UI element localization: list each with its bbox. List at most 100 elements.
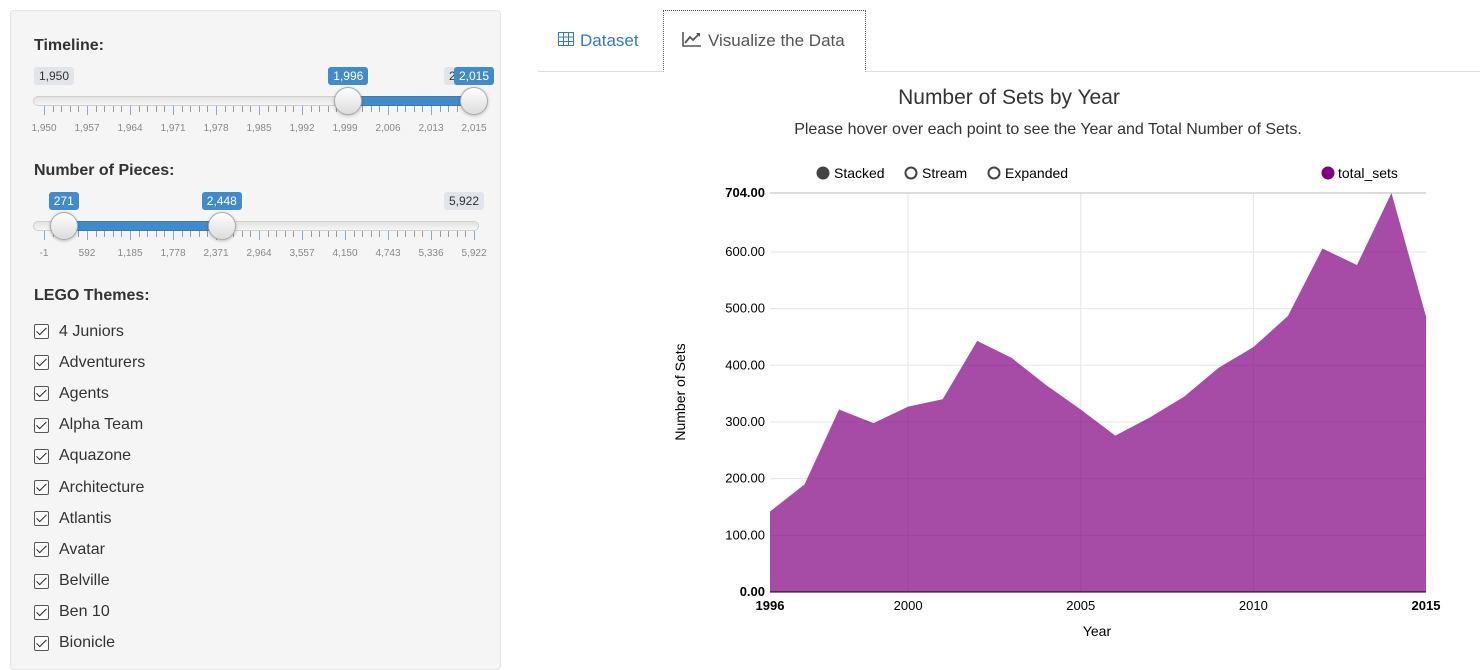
chart-control-stacked: Stacked: [834, 165, 885, 181]
data-point: [1079, 408, 1083, 412]
pieces-tick: [121, 231, 123, 237]
pieces-tick: [198, 231, 200, 237]
data-point: [941, 397, 945, 401]
pieces-tick: [173, 231, 174, 240]
data-point: [803, 482, 807, 486]
checkbox-checked-icon[interactable]: [34, 448, 49, 464]
data-point: [1044, 383, 1048, 387]
tab-bar: Dataset Visualize the Data: [538, 10, 1480, 72]
checkbox-checked-icon[interactable]: [34, 573, 49, 589]
pieces-tick-label: 1,185: [117, 248, 143, 259]
legend-swatch: [1321, 166, 1335, 180]
checkbox-checked-icon[interactable]: [34, 480, 49, 496]
pieces-tick: [233, 231, 235, 237]
timeline-tick: [448, 106, 450, 112]
pieces-tick: [138, 231, 140, 237]
pieces-slider-track[interactable]: [33, 221, 479, 231]
theme-label: Agents: [59, 384, 109, 402]
pieces-slider-range-bar[interactable]: [63, 221, 222, 231]
timeline-min-label: 1,950: [33, 67, 75, 85]
theme-checkbox-item[interactable]: Architecture: [34, 472, 145, 503]
timeline-tick: [284, 106, 286, 112]
timeline-from-handle[interactable]: [334, 87, 363, 115]
pieces-tick: [276, 231, 278, 237]
timeline-tick: [138, 106, 140, 112]
pieces-tick: [413, 231, 415, 237]
pieces-tick: [284, 231, 286, 237]
pieces-tick: [241, 231, 243, 237]
checkbox-checked-icon[interactable]: [34, 604, 49, 620]
control-radio-icon: [904, 166, 918, 180]
control-radio-icon: [987, 166, 1001, 180]
checkbox-checked-icon[interactable]: [34, 542, 49, 558]
timeline-tick-label: 1,964: [117, 123, 143, 134]
themes-label: LEGO Themes:: [34, 287, 150, 304]
timeline-tick: [87, 106, 88, 115]
y-tick-label: 100.00: [725, 527, 765, 542]
theme-label: Ben 10: [59, 603, 110, 621]
timeline-to-handle[interactable]: [460, 87, 488, 115]
timeline-tick: [44, 106, 45, 115]
chart-control-expanded: Expanded: [1005, 165, 1068, 181]
pieces-tick: [379, 231, 381, 237]
checkbox-checked-icon[interactable]: [34, 324, 49, 340]
checkbox-checked-icon[interactable]: [34, 511, 49, 527]
tab-visualize-label: Visualize the Data: [708, 31, 845, 50]
tab-visualize[interactable]: Visualize the Data: [663, 10, 866, 72]
pieces-tick: [310, 231, 312, 237]
theme-checkbox-item[interactable]: Adventurers: [34, 347, 145, 378]
timeline-slider[interactable]: 1,950 2,015 1,996 2,015 1,950 1,957 1,964 1…: [31, 11, 495, 134]
theme-checkbox-item[interactable]: Agents: [34, 378, 145, 409]
data-point: [837, 408, 841, 412]
checkbox-checked-icon[interactable]: [34, 386, 49, 402]
timeline-tick: [302, 106, 303, 115]
timeline-tick: [121, 106, 123, 112]
y-tick-label: 300.00: [725, 414, 765, 429]
theme-checkbox-item[interactable]: Atlantis: [34, 503, 145, 534]
timeline-tick: [190, 106, 192, 112]
theme-checkbox-item[interactable]: Aquazone: [34, 441, 145, 472]
timeline-tick: [207, 106, 209, 112]
theme-checkbox-item[interactable]: Avatar: [34, 534, 145, 565]
pieces-to-label: 2,448: [201, 192, 242, 210]
x-tick-label: 1996: [756, 598, 785, 613]
checkbox-checked-icon[interactable]: [34, 355, 49, 371]
checkbox-checked-icon[interactable]: [34, 635, 49, 651]
timeline-tick: [216, 106, 217, 115]
pieces-from-handle[interactable]: [49, 212, 78, 240]
chart-subtitle: Please hover over each point to see the …: [794, 121, 1302, 138]
checkbox-checked-icon[interactable]: [34, 417, 49, 433]
theme-checkbox-item[interactable]: Bionicle: [34, 628, 145, 659]
timeline-slider-ticks: [33, 106, 479, 116]
data-point: [1424, 315, 1428, 319]
pieces-tick: [362, 231, 364, 237]
timeline-tick: [224, 106, 226, 112]
pieces-tick: [293, 231, 295, 237]
theme-checkbox-item[interactable]: 4 Juniors: [34, 316, 145, 347]
chart-control-stream: Stream: [922, 165, 967, 181]
theme-checkbox-item[interactable]: Ben 10: [34, 597, 145, 628]
pieces-tick: [147, 231, 149, 237]
timeline-tick-label: 1,971: [160, 123, 186, 134]
pieces-tick-label: -1: [39, 248, 49, 259]
timeline-tick: [362, 106, 364, 112]
timeline-to-label: 2,015: [453, 67, 495, 85]
theme-checkbox-item[interactable]: Belville: [34, 566, 145, 597]
timeline-tick: [241, 106, 243, 112]
pieces-max-label: 5,922: [443, 192, 485, 210]
theme-checkbox-item[interactable]: Alpha Team: [34, 410, 145, 441]
pieces-tick-label: 2,964: [246, 248, 272, 259]
data-point: [1010, 356, 1014, 360]
timeline-tick: [276, 106, 278, 112]
pieces-to-handle[interactable]: [207, 212, 236, 240]
pieces-tick: [396, 231, 398, 237]
pieces-slider[interactable]: 5,922 271 2,448 -1 592 1,185 1,778 2,371 2,96…: [33, 136, 487, 259]
timeline-tick: [388, 106, 389, 115]
tab-dataset[interactable]: Dataset: [558, 10, 639, 72]
timeline-tick-label: 2,015: [461, 123, 487, 134]
pieces-tick: [95, 231, 97, 237]
timeline-slider-range-bar[interactable]: [348, 96, 474, 106]
legend-total-sets: total_sets: [1338, 165, 1398, 181]
timeline-tick: [95, 106, 97, 112]
